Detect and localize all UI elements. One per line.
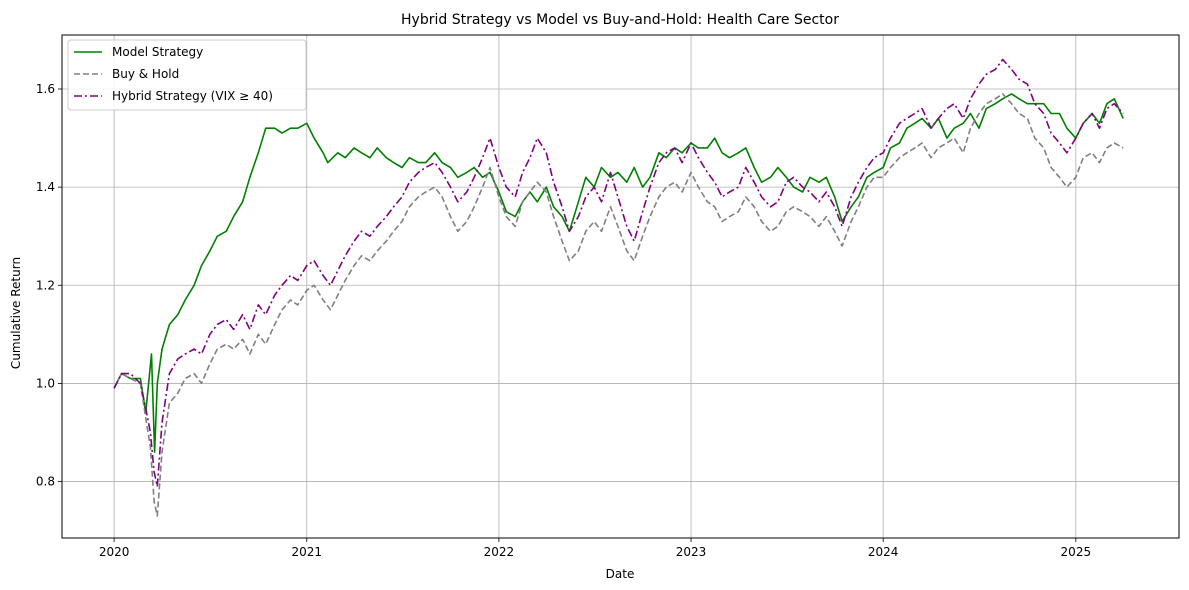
x-axis-label: Date	[606, 567, 635, 581]
plot-frame	[61, 34, 1180, 539]
legend-box	[67, 39, 307, 111]
series-lines	[113, 58, 1124, 517]
x-tick-label: 2021	[291, 545, 322, 559]
legend-label: Buy & Hold	[112, 67, 179, 81]
series-line-hybrid-strategy	[113, 58, 1124, 488]
y-axis-label: Cumulative Return	[9, 257, 23, 369]
grid-lines	[62, 35, 1179, 538]
legend-label: Model Strategy	[112, 45, 203, 59]
x-tick-label: 2025	[1061, 545, 1092, 559]
x-tick-label: 2020	[99, 545, 130, 559]
y-tick-label: 0.8	[36, 475, 55, 489]
legend: Model Strategy Buy & Hold Hybrid Strategy …	[67, 39, 307, 111]
plot-area	[62, 35, 1179, 538]
series-line-buy-and-hold	[113, 93, 1124, 517]
series-line-model-strategy	[113, 93, 1124, 453]
x-tick-label: 2022	[484, 545, 515, 559]
chart-title: Hybrid Strategy vs Model vs Buy-and-Hold…	[401, 12, 839, 28]
y-tick-label: 1.0	[36, 376, 55, 390]
y-axis-ticks: 0.8 1.0 1.2 1.4 1.6	[36, 82, 62, 489]
y-tick-label: 1.4	[36, 180, 55, 194]
x-axis-ticks: 2020 2021 2022 2023 2024 2025	[99, 538, 1091, 559]
y-tick-label: 1.2	[36, 278, 55, 292]
x-tick-label: 2024	[868, 545, 899, 559]
legend-label: Hybrid Strategy (VIX ≥ 40)	[112, 89, 273, 103]
y-tick-label: 1.6	[36, 82, 55, 96]
x-tick-label: 2023	[676, 545, 707, 559]
